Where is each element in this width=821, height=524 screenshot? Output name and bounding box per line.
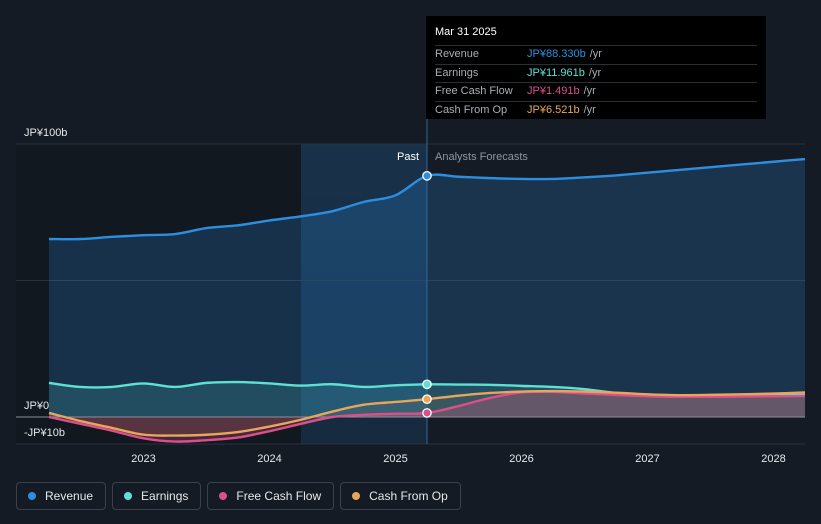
- tooltip-row-free-cash-flow: Free Cash Flow JP¥1.491b /yr: [435, 82, 757, 101]
- x-tick-label: 2027: [635, 453, 659, 465]
- tooltip-label: Free Cash Flow: [435, 85, 513, 97]
- y-tick-label: -JP¥10b: [24, 427, 65, 439]
- legend-dot-icon: [352, 492, 361, 500]
- legend-dot-icon: [124, 492, 133, 500]
- tooltip-row-earnings: Earnings JP¥11.961b /yr: [435, 63, 757, 83]
- revenue-marker: [422, 171, 432, 181]
- tooltip-value: JP¥6.521b: [527, 103, 580, 116]
- tooltip-row-cash-from-op: Cash From Op JP¥6.521b /yr: [435, 100, 757, 120]
- past-label: Past: [397, 151, 419, 163]
- x-tick-label: 2028: [761, 453, 785, 465]
- tooltip: Mar 31 2025 Revenue JP¥88.330b /yr Earni…: [426, 16, 766, 119]
- forecast-label: Analysts Forecasts: [435, 151, 528, 163]
- tooltip-unit: /yr: [583, 103, 596, 116]
- tooltip-markers: [422, 171, 432, 418]
- tooltip-label: Revenue: [435, 48, 480, 60]
- gridlines: [16, 143, 805, 445]
- tooltip-value: JP¥1.491b: [527, 85, 580, 97]
- tooltip-label: Earnings: [435, 66, 479, 79]
- legend-label: Earnings: [141, 489, 189, 503]
- free-cash-flow-marker: [422, 408, 432, 418]
- legend-item-earnings[interactable]: Earnings: [112, 482, 202, 510]
- cash-from-op-marker: [422, 394, 432, 405]
- tooltip-label: Cash From Op: [435, 103, 508, 116]
- tooltip-unit: /yr: [588, 66, 602, 79]
- tooltip-value: JP¥11.961b: [527, 66, 585, 79]
- legend-label: Cash From Op: [369, 489, 448, 503]
- x-axis-labels: 2023 2024 2025 2026 2027 2028: [131, 453, 785, 465]
- legend-item-cash-from-op[interactable]: Cash From Op: [340, 482, 461, 510]
- tooltip-unit: /yr: [583, 85, 596, 97]
- tooltip-unit: /yr: [589, 48, 602, 60]
- y-tick-label: JP¥0: [24, 400, 49, 412]
- tooltip-row-revenue: Revenue JP¥88.330b /yr: [435, 45, 757, 64]
- y-tick-label: JP¥100b: [24, 127, 67, 139]
- legend-item-revenue[interactable]: Revenue: [16, 482, 107, 510]
- legend-item-free-cash-flow[interactable]: Free Cash Flow: [207, 482, 335, 510]
- x-tick-label: 2023: [131, 453, 155, 465]
- x-tick-label: 2025: [383, 453, 407, 465]
- legend: Revenue Earnings Free Cash Flow Cash Fro…: [16, 482, 461, 512]
- legend-dot-icon: [28, 492, 36, 500]
- legend-label: Free Cash Flow: [236, 489, 322, 503]
- x-tick-label: 2026: [509, 453, 533, 465]
- past-highlight-band: [301, 144, 427, 444]
- tooltip-value: JP¥88.330b: [527, 48, 586, 60]
- earnings-marker: [422, 379, 432, 390]
- legend-dot-icon: [219, 492, 228, 500]
- legend-label: Revenue: [45, 489, 94, 503]
- y-axis-labels: JP¥100b JP¥0 -JP¥10b: [24, 127, 67, 439]
- tooltip-date: Mar 31 2025: [435, 26, 497, 38]
- x-tick-label: 2024: [257, 453, 281, 465]
